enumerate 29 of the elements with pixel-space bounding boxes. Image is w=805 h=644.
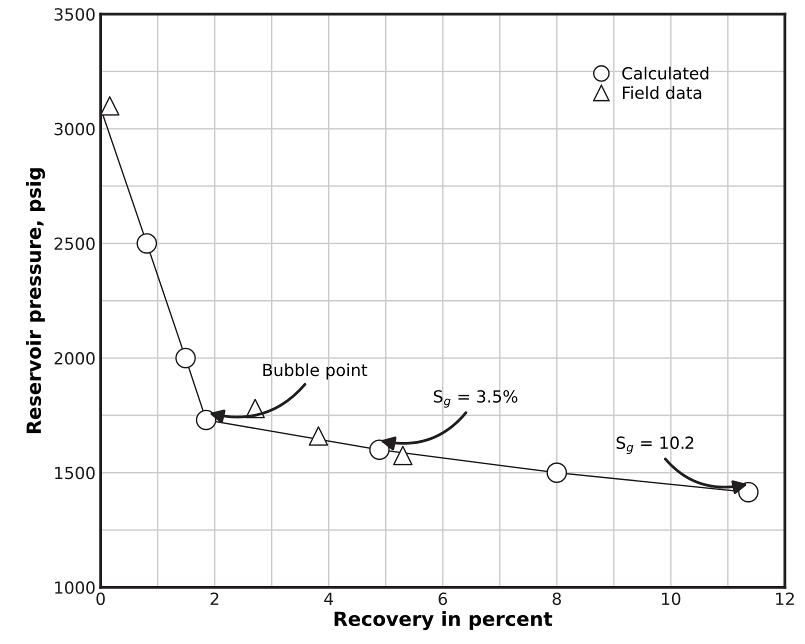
y-tick-label: 3000: [54, 122, 95, 136]
y-tick-label: 1000: [55, 581, 95, 594]
annotation: S$_{g}$ = 10.2: [616, 436, 694, 454]
y-tick-label: 3500: [54, 8, 95, 21]
annotation: Bubble point: [263, 363, 368, 380]
annotation: S$_{g}$ = 3.5%: [434, 390, 518, 408]
x-tick-label: 6: [438, 592, 448, 606]
point: [546, 462, 568, 483]
point: [738, 482, 759, 502]
point: [100, 96, 120, 116]
x-tick-label: 4: [324, 592, 334, 605]
point: [196, 410, 216, 430]
y-tick-label: 1500: [55, 466, 95, 480]
x-tick-label: 12: [776, 592, 794, 605]
y-axis-title: Reservoir pressure, psig: [26, 168, 46, 434]
legend-label: Field data: [622, 86, 702, 100]
y-tick-label: 2500: [54, 237, 95, 250]
x-tick-label: 0: [96, 592, 105, 606]
point: [393, 446, 413, 466]
point: [175, 348, 196, 368]
point: [308, 426, 328, 446]
x-tick-label: 2: [210, 592, 218, 605]
point: [136, 233, 158, 254]
point: [369, 440, 390, 460]
x-axis-title: Recovery in percent: [334, 611, 552, 630]
x-tick-label: 8: [552, 592, 561, 606]
x-tick-label: 10: [662, 592, 680, 606]
y-tick-label: 2000: [54, 352, 95, 365]
legend-label: Calculated: [622, 66, 708, 80]
